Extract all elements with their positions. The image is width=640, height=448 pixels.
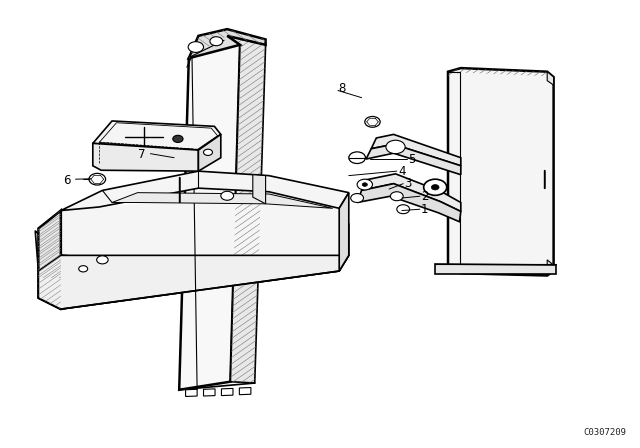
Circle shape (357, 179, 372, 190)
Circle shape (424, 179, 447, 195)
Text: 8: 8 (338, 82, 346, 95)
Polygon shape (35, 208, 349, 309)
Polygon shape (186, 389, 197, 396)
Polygon shape (38, 211, 102, 309)
Polygon shape (112, 193, 333, 208)
Polygon shape (547, 72, 554, 85)
Polygon shape (448, 68, 554, 276)
Polygon shape (371, 134, 461, 166)
Polygon shape (189, 29, 266, 58)
Polygon shape (227, 36, 266, 383)
Polygon shape (38, 255, 349, 309)
Text: C0307209: C0307209 (583, 428, 626, 437)
Text: 4: 4 (398, 164, 406, 178)
Polygon shape (93, 121, 221, 150)
Circle shape (79, 266, 88, 272)
Circle shape (362, 183, 367, 186)
Circle shape (89, 173, 106, 185)
Text: 6: 6 (63, 173, 70, 187)
Circle shape (365, 116, 380, 127)
Circle shape (188, 42, 204, 52)
Polygon shape (221, 388, 233, 396)
Polygon shape (179, 36, 240, 390)
Polygon shape (435, 264, 556, 274)
Circle shape (386, 140, 405, 154)
Circle shape (173, 135, 183, 142)
Circle shape (390, 192, 403, 201)
Polygon shape (38, 192, 339, 271)
Circle shape (349, 152, 365, 164)
Polygon shape (198, 134, 221, 171)
Circle shape (221, 191, 234, 200)
Circle shape (431, 185, 439, 190)
Polygon shape (239, 388, 251, 395)
Text: 2: 2 (421, 190, 429, 203)
Circle shape (210, 37, 223, 46)
Polygon shape (366, 144, 461, 175)
Text: 5: 5 (408, 152, 416, 166)
Circle shape (351, 194, 364, 202)
Polygon shape (61, 171, 349, 211)
Circle shape (397, 205, 410, 214)
Text: 3: 3 (404, 177, 412, 190)
Circle shape (204, 149, 212, 155)
Polygon shape (362, 174, 461, 211)
Polygon shape (204, 389, 215, 396)
Polygon shape (547, 260, 554, 271)
Text: 7: 7 (138, 148, 145, 161)
Circle shape (97, 256, 108, 264)
Polygon shape (339, 193, 349, 271)
Polygon shape (93, 143, 198, 171)
Polygon shape (253, 175, 266, 204)
Polygon shape (357, 184, 461, 222)
Text: 1: 1 (421, 202, 429, 216)
